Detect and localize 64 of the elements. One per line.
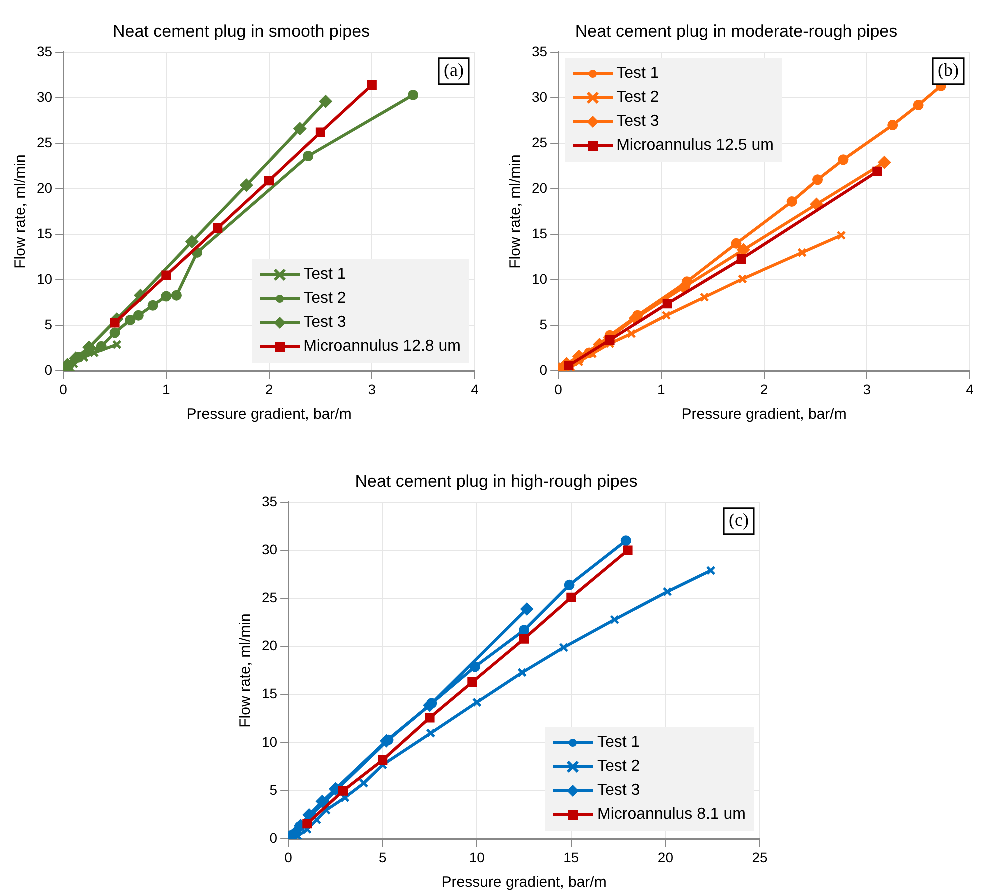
y-tick-label: 35 xyxy=(36,43,53,60)
y-tick-label: 30 xyxy=(36,88,53,105)
annotation: (b) xyxy=(938,60,960,80)
x-tick-label: 0 xyxy=(554,381,563,398)
x-tick-label: 5 xyxy=(378,849,387,866)
x-axis-title: Pressure gradient, bar/m xyxy=(186,406,352,424)
x-tick-label: 10 xyxy=(469,849,486,866)
y-tick-label: 10 xyxy=(262,734,278,750)
y-tick-label: 0 xyxy=(540,362,548,378)
annotation: (c) xyxy=(729,510,750,530)
annotation: (a) xyxy=(444,60,464,80)
legend-label: Test 3 xyxy=(616,113,660,132)
legend-label: Test 1 xyxy=(597,734,640,752)
y-axis-title: Flow rate, ml/min xyxy=(12,154,30,269)
legend-label: Test 2 xyxy=(616,89,660,108)
legend-label: Test 2 xyxy=(304,290,346,308)
y-tick-label: 10 xyxy=(532,270,548,287)
y-tick-label: 15 xyxy=(36,225,53,242)
y-tick-label: 15 xyxy=(262,686,278,702)
y-tick-label: 20 xyxy=(532,180,548,196)
y-tick-label: 35 xyxy=(262,493,278,510)
legend-label: Microannulus 12.8 um xyxy=(304,338,461,356)
y-tick-label: 10 xyxy=(36,270,53,287)
legend-label: Microannulus 8.1 um xyxy=(597,806,746,824)
legend-label: Test 1 xyxy=(304,266,346,284)
y-tick-label: 30 xyxy=(532,88,548,105)
legend-label: Test 3 xyxy=(597,782,640,800)
x-tick-label: 4 xyxy=(471,381,480,398)
y-tick-label: 0 xyxy=(44,362,53,378)
y-tick-label: 20 xyxy=(36,180,53,196)
y-tick-label: 30 xyxy=(262,541,278,558)
y-tick-label: 35 xyxy=(532,43,548,60)
x-tick-label: 15 xyxy=(564,849,580,866)
x-axis-title: Pressure gradient, bar/m xyxy=(682,406,847,424)
chart-title: Neat cement plug in smooth pipes xyxy=(112,22,370,41)
y-tick-label: 5 xyxy=(270,782,278,798)
x-tick-label: 25 xyxy=(752,849,768,866)
x-tick-label: 0 xyxy=(60,381,68,398)
x-tick-label: 1 xyxy=(658,381,666,398)
chart-title: Neat cement plug in moderate-rough pipes xyxy=(575,22,898,41)
y-axis-title: Flow rate, ml/min xyxy=(237,614,254,728)
y-tick-label: 0 xyxy=(270,830,278,846)
x-tick-label: 4 xyxy=(966,381,974,398)
x-tick-label: 3 xyxy=(368,381,376,398)
x-tick-label: 2 xyxy=(265,381,274,398)
legend-label: Test 3 xyxy=(304,314,346,332)
x-tick-label: 1 xyxy=(162,381,171,398)
y-tick-label: 5 xyxy=(44,316,53,333)
legend-label: Test 2 xyxy=(597,758,640,776)
y-tick-label: 15 xyxy=(532,225,548,242)
y-tick-label: 25 xyxy=(532,134,548,150)
chart-title: Neat cement plug in high-rough pipes xyxy=(355,472,638,491)
y-tick-label: 25 xyxy=(262,589,278,606)
y-axis-title: Flow rate, ml/min xyxy=(507,154,524,269)
y-tick-label: 5 xyxy=(540,316,548,333)
y-tick-label: 20 xyxy=(262,638,278,654)
legend-label: Microannulus 12.5 um xyxy=(616,137,774,156)
x-tick-label: 3 xyxy=(863,381,872,398)
x-axis-title: Pressure gradient, bar/m xyxy=(442,874,607,892)
y-tick-label: 25 xyxy=(36,134,53,150)
x-tick-label: 20 xyxy=(658,849,674,866)
x-tick-label: 2 xyxy=(760,381,768,398)
x-tick-label: 0 xyxy=(284,849,293,866)
legend-label: Test 1 xyxy=(616,65,660,84)
